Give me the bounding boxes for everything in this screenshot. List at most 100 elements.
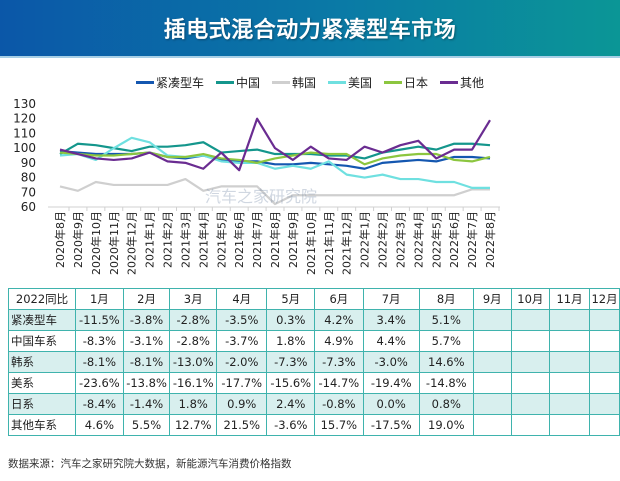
- table-cell: 0.3%: [266, 309, 316, 331]
- legend-item: 日本: [384, 74, 428, 91]
- x-tick-label: 2021年9月: [286, 211, 300, 268]
- table-cell: -19.4%: [362, 372, 420, 394]
- table-cell: [589, 372, 620, 394]
- title-banner: 插电式混合动力紧凑型车市场: [0, 0, 620, 58]
- y-tick-label: 100: [13, 141, 36, 155]
- y-tick-label: 110: [13, 126, 36, 140]
- table-cell: -8.1%: [122, 351, 171, 373]
- table-cell: -2.8%: [169, 330, 218, 352]
- table-cell: -23.6%: [75, 372, 124, 394]
- legend-item: 中国: [215, 74, 260, 91]
- row-label: 中国车系: [7, 330, 77, 352]
- x-tick-label: 2021年4月: [196, 211, 210, 268]
- table-cell: [472, 309, 512, 331]
- table-row: 美系 -23.6% -13.8% -16.1% -17.7% -15.6% -14.7% -1…: [7, 372, 620, 394]
- y-tick-label: 120: [13, 112, 36, 126]
- table-cell: -7.3%: [266, 351, 316, 373]
- table-cell: -3.5%: [216, 309, 268, 331]
- table-cell: [548, 414, 591, 436]
- legend-label: 韩国: [291, 76, 316, 90]
- row-label: 韩系: [7, 351, 77, 373]
- table-cell: [548, 393, 591, 415]
- table-row: 日系 -8.4% -1.4% 1.8% 0.9% 2.4% -0.8% 0.0% 0.8%: [7, 393, 620, 415]
- legend-label: 其他: [460, 76, 485, 90]
- table-cell: -14.8%: [418, 372, 474, 394]
- table-cell: [548, 309, 591, 331]
- table-cell: 1.8%: [169, 393, 218, 415]
- x-tick-label: 2020年12月: [125, 211, 139, 275]
- y-tick-label: 130: [13, 97, 36, 111]
- table-cell: 2.4%: [266, 393, 316, 415]
- table-cell: -3.7%: [216, 330, 268, 352]
- table-cell: [589, 351, 620, 373]
- legend-label: 紧凑型车: [155, 76, 204, 90]
- table-cell: [548, 330, 591, 352]
- x-tick-label: 2021年3月: [178, 211, 192, 268]
- x-tick-label: 2020年11月: [107, 211, 121, 275]
- month-header: 10月: [510, 288, 550, 310]
- month-header: 9月: [472, 288, 512, 310]
- table-cell: [589, 414, 620, 436]
- table-cell: [510, 309, 550, 331]
- table-cell: 0.9%: [216, 393, 268, 415]
- series-line-日本: [59, 151, 491, 166]
- x-tick-label: 2021年6月: [232, 211, 246, 268]
- x-tick-label: 2021年12月: [340, 211, 354, 275]
- x-tick-label: 2022年1月: [358, 211, 372, 268]
- table-cell: 5.7%: [418, 330, 474, 352]
- table-cell: [510, 372, 550, 394]
- x-tick-label: 2021年5月: [214, 211, 228, 268]
- table-cell: -2.8%: [169, 309, 218, 331]
- legend-swatch: [271, 81, 290, 84]
- table-cell: -13.8%: [122, 372, 171, 394]
- month-header: 2月: [122, 288, 171, 310]
- table-cell: 0.8%: [418, 393, 474, 415]
- yoy-table: 2022同比 1月 2月 3月 4月 5月 6月 7月 8月 9月 10月 11月 12月 紧凑型车 -11…: [7, 288, 620, 436]
- x-tick-label: 2021年2月: [161, 211, 175, 268]
- table-cell: [472, 351, 512, 373]
- table-cell: 19.0%: [418, 414, 474, 436]
- y-tick-label: 90: [21, 156, 36, 170]
- x-tick-label: 2022年2月: [376, 211, 390, 268]
- table-cell: 5.5%: [122, 414, 171, 436]
- table-row: 中国车系 -8.3% -3.1% -2.8% -3.7% 1.8% 4.9% 4.4% 5.7%: [7, 330, 620, 352]
- row-label: 紧凑型车: [7, 309, 77, 331]
- legend-item: 紧凑型车: [135, 74, 204, 91]
- table-cell: -2.0%: [216, 351, 268, 373]
- table-cell: [472, 393, 512, 415]
- table-cell: 0.0%: [362, 393, 420, 415]
- table-cell: -8.1%: [75, 351, 124, 373]
- x-tick-label: 2020年8月: [53, 211, 67, 268]
- legend-label: 中国: [235, 76, 260, 90]
- x-tick-label: 2022年5月: [429, 211, 443, 268]
- source-note: 数据来源：汽车之家研究院大数据，新能源汽车消费价格指数: [8, 458, 292, 470]
- legend-label: 美国: [348, 76, 373, 90]
- series-line-韩国: [59, 177, 490, 206]
- table-cell: 4.4%: [362, 330, 420, 352]
- x-tick-label: 2021年10月: [304, 211, 318, 275]
- y-tick-label: 70: [21, 185, 36, 199]
- table-cell: [589, 393, 620, 415]
- table-cell: -3.1%: [122, 330, 171, 352]
- table-cell: 3.4%: [362, 309, 420, 331]
- month-header: 5月: [266, 288, 316, 310]
- x-tick-label: 2022年4月: [411, 211, 425, 268]
- table-cell: [510, 330, 550, 352]
- legend-swatch: [440, 81, 459, 84]
- x-tick-label: 2020年10月: [89, 211, 103, 275]
- legend-item: 其他: [440, 74, 484, 91]
- x-tick-label: 2022年6月: [447, 211, 461, 268]
- table-cell: -3.8%: [122, 309, 171, 331]
- table-cell: [510, 393, 550, 415]
- table-cell: -17.5%: [362, 414, 420, 436]
- month-header: 3月: [169, 288, 218, 310]
- legend-label: 日本: [404, 76, 429, 90]
- legend-item: 韩国: [271, 74, 316, 91]
- y-tick-label: 80: [21, 171, 36, 185]
- legend-swatch: [215, 81, 234, 84]
- x-tick-label: 2021年11月: [322, 211, 336, 275]
- table-cell: [510, 351, 550, 373]
- table-cell: -13.0%: [169, 351, 218, 373]
- legend-item: 美国: [328, 74, 372, 91]
